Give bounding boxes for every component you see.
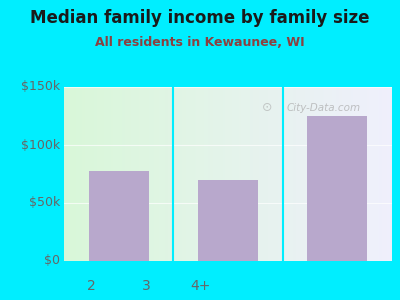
Text: $150k: $150k [21, 80, 60, 94]
Text: $100k: $100k [21, 139, 60, 152]
Text: Median family income by family size: Median family income by family size [30, 9, 370, 27]
Text: All residents in Kewaunee, WI: All residents in Kewaunee, WI [95, 36, 305, 49]
Bar [307, 116, 368, 261]
Text: City-Data.com: City-Data.com [287, 103, 361, 113]
Text: $50k: $50k [29, 196, 60, 209]
Bar [89, 170, 149, 261]
Text: $0: $0 [44, 254, 60, 268]
Text: 4+: 4+ [191, 279, 211, 293]
Bar [198, 180, 258, 261]
Text: 3: 3 [142, 279, 150, 293]
Text: 2: 2 [87, 279, 96, 293]
Text: ⊙: ⊙ [262, 101, 273, 114]
